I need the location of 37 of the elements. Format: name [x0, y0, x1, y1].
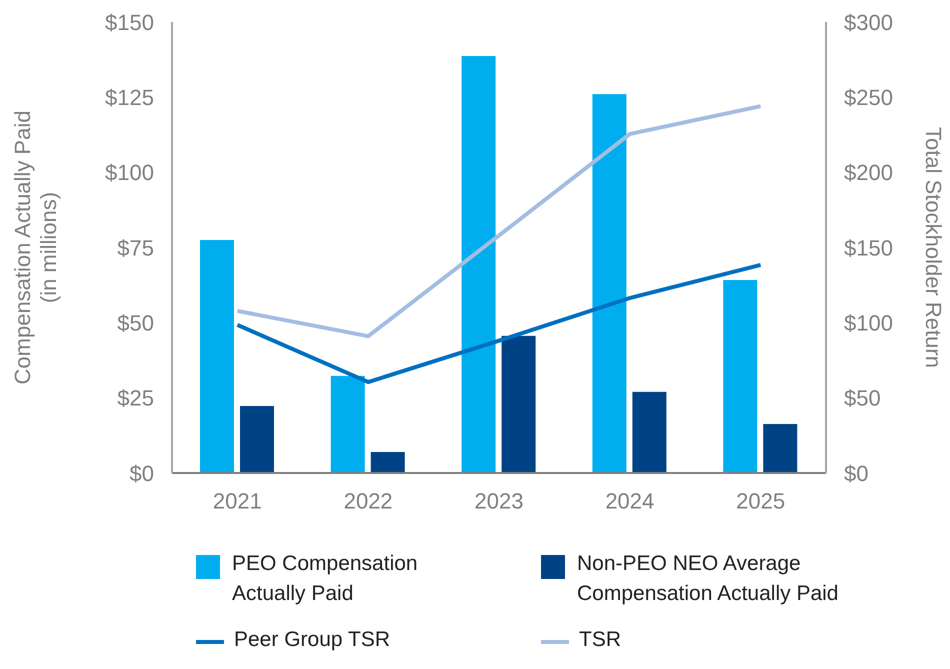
bar [632, 392, 666, 473]
bar [502, 336, 536, 473]
bar [240, 406, 274, 473]
bar [763, 424, 798, 473]
legend-label: PEO Compensation Actually Paid [232, 551, 418, 607]
bar [462, 56, 496, 473]
y-axis-title: Compensation Actually Paid (in millions) [10, 110, 61, 384]
legend-label: Non-PEO NEO Average Compensation Actually Paid [577, 551, 838, 607]
y2-tick-label: $300 [844, 10, 893, 35]
x-tick-label: 2025 [736, 488, 786, 514]
y-tick-label: $75 [117, 235, 154, 260]
y2-axis-title: Total Stockholder Return [921, 127, 946, 368]
bar [200, 240, 234, 473]
y-tick-label: $0 [130, 460, 154, 486]
y2-tick-label: $100 [844, 310, 893, 336]
line-series [235, 104, 763, 338]
line-series [235, 262, 763, 384]
y-tick-label: $100 [105, 160, 154, 186]
y-tick-label: $50 [117, 310, 154, 336]
bar [723, 280, 758, 473]
x-tick-label: 2024 [605, 488, 654, 514]
bar [330, 376, 365, 473]
y-tick-label: $125 [105, 84, 154, 110]
y2-tick-label: $50 [844, 386, 881, 411]
y-tick-label: $150 [105, 10, 154, 35]
legend-label: Peer Group TSR [234, 627, 390, 653]
y2-tick-label: $250 [844, 84, 893, 110]
bar [370, 452, 405, 473]
legend-label: TSR [579, 627, 621, 653]
y2-tick-label: $200 [844, 160, 893, 186]
y2-tick-label: $0 [844, 460, 868, 486]
x-tick-label: 2023 [474, 488, 524, 514]
x-tick-label: 2022 [344, 488, 393, 514]
y2-tick-label: $150 [844, 235, 893, 260]
y-tick-label: $25 [117, 386, 154, 411]
bar [592, 94, 626, 473]
x-tick-label: 2021 [212, 488, 262, 514]
